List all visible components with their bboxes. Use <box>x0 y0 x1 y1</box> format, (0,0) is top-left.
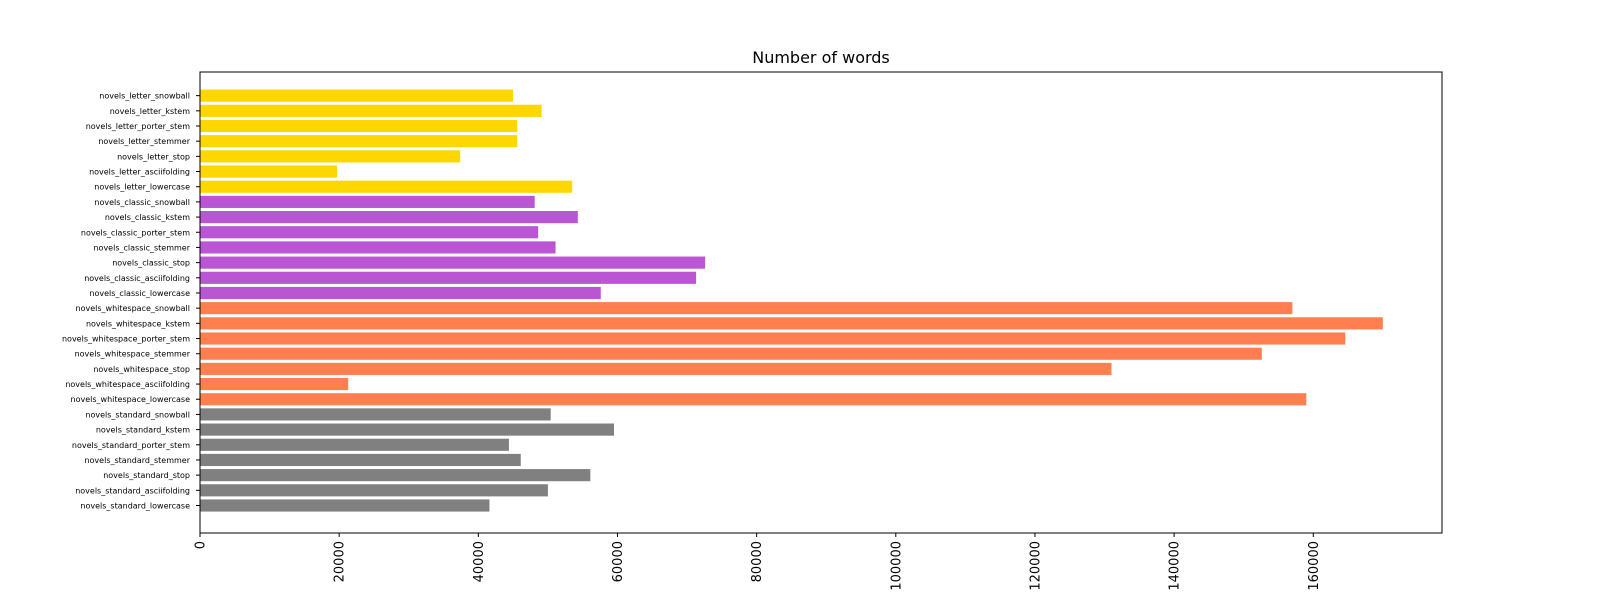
category-label: novels_classic_snowball <box>94 198 190 207</box>
x-tick-label: 40000 <box>472 541 487 582</box>
bar-novels-whitespace-stop <box>200 362 1112 375</box>
x-tick-label: 100000 <box>889 541 904 591</box>
bar-novels-letter-asciifolding <box>200 165 338 178</box>
category-label: novels_classic_kstem <box>105 213 190 222</box>
x-tick-label: 20000 <box>333 541 348 582</box>
category-label: novels_whitespace_asciifolding <box>65 380 190 389</box>
bar-novels-standard-stemmer <box>200 453 521 467</box>
category-label: novels_whitespace_stop <box>93 365 190 374</box>
category-label: novels_letter_stop <box>117 152 190 161</box>
category-label: novels_letter_asciifolding <box>89 168 190 177</box>
x-tick-label: 60000 <box>611 541 626 582</box>
category-label: novels_whitespace_porter_stem <box>62 335 190 344</box>
category-label: novels_letter_porter_stem <box>86 122 190 131</box>
category-label: novels_letter_snowball <box>99 92 190 101</box>
category-label: novels_classic_porter_stem <box>81 228 190 237</box>
category-label: novels_classic_lowercase <box>89 289 190 298</box>
category-label: novels_standard_stemmer <box>84 456 190 465</box>
x-tick-label: 140000 <box>1168 541 1183 591</box>
x-tick-label: 160000 <box>1307 541 1322 591</box>
bar-novels-letter-snowball <box>200 89 514 102</box>
bar-novels-letter-lowercase <box>200 180 573 193</box>
bar-novels-standard-snowball <box>200 408 551 421</box>
category-label: novels_standard_porter_stem <box>72 441 190 450</box>
bar-novels-classic-asciifolding <box>200 271 697 284</box>
category-label: novels_whitespace_kstem <box>86 319 190 328</box>
bar-novels-standard-kstem <box>200 423 614 436</box>
x-tick-label: 0 <box>194 541 209 549</box>
x-tick-label: 120000 <box>1028 541 1043 591</box>
bar-novels-letter-stop <box>200 150 461 163</box>
x-axis-ticks: 0 20000 40000 60000 80000 100000 120000 140000 1… <box>194 533 1322 591</box>
category-label: novels_standard_kstem <box>96 426 190 435</box>
bars-group <box>200 89 1383 512</box>
bar-novels-classic-kstem <box>200 211 578 224</box>
category-label: novels_standard_snowball <box>85 410 190 419</box>
category-label: novels_classic_asciifolding <box>84 274 190 283</box>
category-label: novels_standard_asciifolding <box>75 486 190 495</box>
category-label: novels_standard_stop <box>103 471 190 480</box>
bar-novels-whitespace-snowball <box>200 302 1293 315</box>
category-label: novels_standard_lowercase <box>80 502 190 511</box>
bar-novels-classic-snowball <box>200 195 535 208</box>
category-label: novels_classic_stemmer <box>93 243 190 252</box>
bar-novels-letter-porter-stem <box>200 119 518 133</box>
bar-novels-classic-stemmer <box>200 241 556 254</box>
bar-novels-whitespace-kstem <box>200 317 1383 330</box>
category-label: novels_whitespace_snowball <box>76 304 190 313</box>
bar-novels-whitespace-asciifolding <box>200 377 349 391</box>
category-label: novels_whitespace_stemmer <box>75 350 191 359</box>
plot-frame <box>199 71 1443 534</box>
category-labels: novels_standard_lowercase novels_standard… <box>62 92 200 511</box>
bar-novels-classic-lowercase <box>200 286 601 300</box>
bar-novels-standard-lowercase <box>200 499 490 512</box>
category-label: novels_letter_stemmer <box>98 137 190 146</box>
category-label: novels_letter_lowercase <box>94 183 190 192</box>
bar-novels-whitespace-stemmer <box>200 347 1262 360</box>
bar-novels-standard-stop <box>200 469 591 482</box>
bar-novels-letter-stemmer <box>200 135 518 148</box>
bar-novels-standard-asciifolding <box>200 484 548 497</box>
bar-novels-standard-porter-stem <box>200 438 509 451</box>
category-label: novels_classic_stop <box>112 259 190 268</box>
category-label: novels_letter_kstem <box>110 107 191 116</box>
x-tick-label: 80000 <box>750 541 765 582</box>
bar-novels-whitespace-lowercase <box>200 393 1307 406</box>
category-label: novels_whitespace_lowercase <box>71 395 191 404</box>
bar-novels-letter-kstem <box>200 104 542 117</box>
chart-title: Number of words <box>752 48 890 67</box>
bar-novels-classic-stop <box>200 256 706 269</box>
bar-novels-whitespace-porter-stem <box>200 332 1346 345</box>
bar-novels-classic-porter-stem <box>200 226 539 239</box>
